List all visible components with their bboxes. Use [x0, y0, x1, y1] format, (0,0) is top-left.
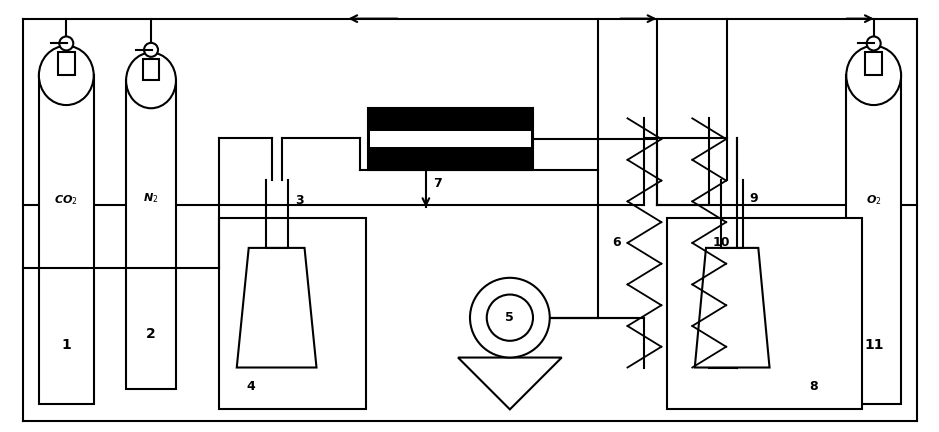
- Bar: [368, 108, 532, 170]
- Circle shape: [867, 36, 881, 51]
- Text: 9: 9: [749, 191, 758, 205]
- Bar: [126, 80, 176, 389]
- Bar: [846, 76, 901, 404]
- Bar: [57, 52, 75, 76]
- Text: 2: 2: [146, 327, 156, 341]
- Text: N$_2$: N$_2$: [144, 191, 159, 205]
- Ellipse shape: [38, 46, 94, 105]
- Text: 11: 11: [864, 338, 884, 352]
- Text: 1: 1: [61, 338, 71, 352]
- Circle shape: [59, 36, 73, 51]
- Circle shape: [470, 278, 549, 358]
- Bar: [220, 219, 365, 408]
- Text: 7: 7: [433, 177, 441, 190]
- Ellipse shape: [846, 46, 901, 105]
- Text: 8: 8: [808, 380, 818, 393]
- Polygon shape: [695, 248, 770, 368]
- Bar: [668, 218, 862, 410]
- Circle shape: [486, 295, 533, 341]
- Bar: [143, 59, 159, 80]
- Bar: [370, 131, 531, 147]
- Bar: [38, 76, 94, 404]
- Ellipse shape: [126, 53, 176, 108]
- Bar: [669, 219, 861, 408]
- Text: 10: 10: [712, 236, 730, 249]
- Text: 6: 6: [612, 236, 621, 249]
- Text: 5: 5: [505, 311, 515, 324]
- Text: CO$_2$: CO$_2$: [54, 194, 78, 207]
- Polygon shape: [458, 358, 562, 410]
- Polygon shape: [237, 248, 316, 368]
- Bar: [865, 52, 883, 76]
- Text: 4: 4: [247, 380, 255, 393]
- Text: 3: 3: [296, 194, 304, 206]
- Circle shape: [144, 43, 158, 57]
- Text: O$_2$: O$_2$: [866, 194, 882, 207]
- Bar: [219, 218, 366, 410]
